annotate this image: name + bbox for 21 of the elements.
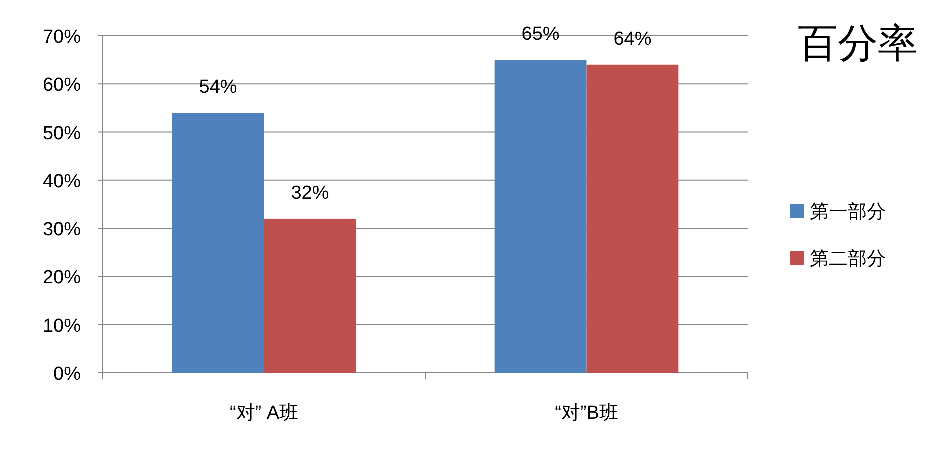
y-tick-label: 40% xyxy=(42,171,82,192)
legend-label: 第二部分 xyxy=(810,248,886,270)
y-tick-label: 0% xyxy=(54,364,82,385)
data-label: 64% xyxy=(614,28,652,50)
y-tick-label: 60% xyxy=(42,75,82,96)
x-tick-label: “对” A班 xyxy=(230,403,299,424)
bar xyxy=(172,113,264,373)
y-tick-label: 20% xyxy=(42,268,82,289)
bar xyxy=(264,218,356,373)
data-label: 65% xyxy=(522,24,560,46)
y-tick-label: 50% xyxy=(42,123,82,144)
data-label: 32% xyxy=(291,182,330,204)
y-tick-label: 70% xyxy=(42,27,82,48)
text: 百分率 xyxy=(798,22,918,66)
x-tick-label: “对”B班 xyxy=(555,403,618,424)
data-label: 54% xyxy=(199,77,238,98)
bar xyxy=(586,64,679,373)
y-tick-label: 10% xyxy=(42,316,82,337)
legend-label: 第一部分 xyxy=(810,201,886,223)
bar xyxy=(494,60,587,373)
y-tick-label: 30% xyxy=(42,220,82,241)
